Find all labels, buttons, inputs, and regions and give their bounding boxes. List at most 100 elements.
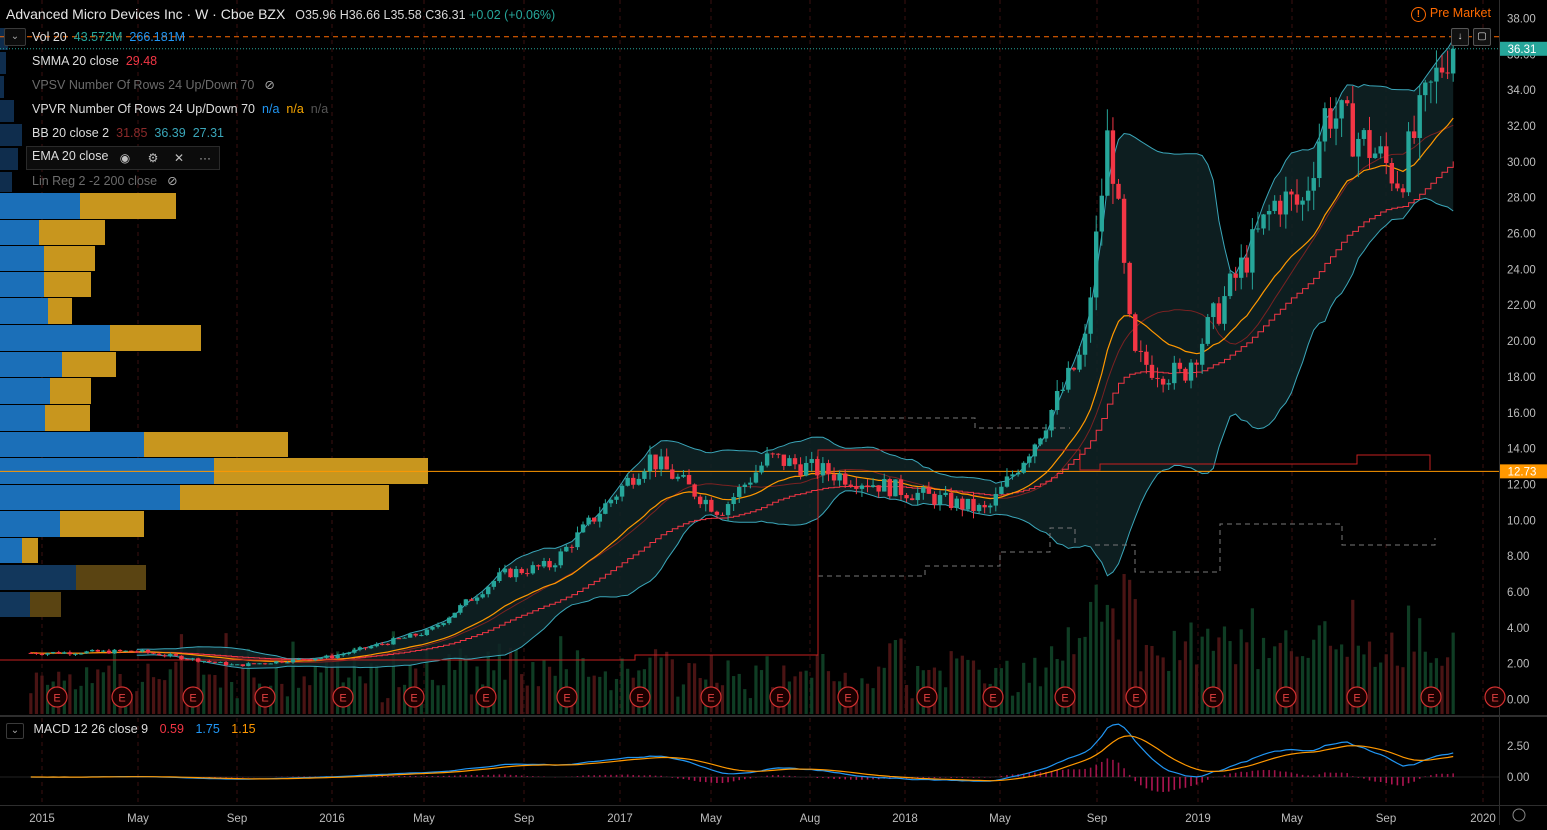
volume-bar bbox=[910, 698, 914, 714]
indicator-name: BB 20 close 2 bbox=[32, 126, 110, 140]
volume-bar bbox=[430, 679, 435, 714]
earnings-marker-icon bbox=[403, 686, 425, 708]
volume-bar bbox=[29, 693, 33, 714]
symbol-header: Advanced Micro Devices Inc · W · Cboe BZ… bbox=[6, 6, 555, 22]
eye-crossed-icon[interactable]: ⊘ bbox=[264, 78, 275, 92]
volume-bar bbox=[720, 685, 725, 714]
eye-crossed-icon[interactable]: ⊘ bbox=[167, 174, 178, 188]
earnings-marker-icon bbox=[332, 686, 354, 708]
candle-body bbox=[536, 565, 541, 567]
more-icon[interactable]: ··· bbox=[199, 151, 211, 165]
volume-bar bbox=[391, 631, 395, 714]
volume-bar bbox=[1049, 646, 1054, 714]
volume-bar bbox=[96, 669, 100, 714]
earnings-marker-label: E bbox=[1491, 693, 1498, 705]
maximize-icon[interactable]: ▢ bbox=[1473, 28, 1491, 46]
candle-body bbox=[307, 659, 312, 661]
indicator-legend-row[interactable]: VPVR Number Of Rows 24 Up/Down 70 n/a n/a n… bbox=[26, 98, 334, 120]
candle-body bbox=[1211, 303, 1216, 318]
candle-body bbox=[173, 654, 179, 656]
candle-body bbox=[84, 651, 89, 654]
eye-icon[interactable]: ◉ bbox=[119, 151, 131, 165]
volume-bar bbox=[380, 702, 384, 714]
candle-body bbox=[34, 652, 39, 654]
volume-bar bbox=[486, 651, 490, 714]
candle-body bbox=[1172, 362, 1177, 384]
gear-icon[interactable]: ⚙ bbox=[147, 151, 159, 165]
earnings-marker-icon bbox=[1484, 686, 1506, 708]
candle-body bbox=[1199, 343, 1205, 365]
candle-body bbox=[95, 649, 100, 652]
candle-body bbox=[1227, 273, 1233, 297]
indicator-legend-row[interactable]: VPSV Number Of Rows 24 Up/Down 70 ⊘ bbox=[26, 74, 281, 96]
volume-bar bbox=[1222, 626, 1227, 714]
volume-profile-down bbox=[44, 272, 91, 297]
candle-body bbox=[1406, 131, 1411, 193]
volume-profile-down bbox=[110, 325, 201, 351]
candle-body bbox=[106, 650, 112, 654]
earnings-marker-label: E bbox=[1427, 693, 1434, 705]
macd-signal-value: 1.15 bbox=[231, 722, 256, 736]
volume-bar bbox=[1367, 641, 1372, 714]
candle-body bbox=[798, 464, 803, 476]
candle-body bbox=[530, 565, 536, 574]
candle-body bbox=[1133, 314, 1138, 351]
candle-body bbox=[1233, 273, 1238, 278]
indicator-value: n/a bbox=[286, 102, 304, 116]
indicator-legend-row[interactable]: SMMA 20 close 29.48 bbox=[26, 50, 163, 72]
volume-profile-down bbox=[144, 432, 288, 457]
ema-label: EMA 20 close bbox=[32, 149, 109, 163]
candle-body bbox=[112, 649, 117, 654]
candle-body bbox=[865, 485, 870, 487]
pre-market-status[interactable]: ! Pre Market bbox=[1410, 6, 1491, 22]
volume-bar bbox=[665, 651, 669, 714]
close-icon[interactable]: ✕ bbox=[173, 151, 185, 165]
ema-legend-selected[interactable]: EMA 20 close ◉ ⚙ ✕ ··· bbox=[26, 146, 220, 170]
volume-bar bbox=[497, 643, 501, 714]
volume-bar bbox=[798, 671, 803, 714]
earnings-marker-icon bbox=[916, 686, 938, 708]
candle-body bbox=[608, 499, 614, 504]
candle-body bbox=[151, 652, 156, 654]
volume-bar bbox=[603, 671, 607, 714]
candle-body bbox=[430, 626, 435, 630]
volume-profile-up bbox=[0, 432, 144, 457]
candle-body bbox=[296, 658, 301, 660]
candle-body bbox=[670, 469, 675, 479]
candle-body bbox=[915, 492, 920, 501]
indicator-legend-row[interactable]: Lin Reg 2 -2 200 close ⊘ bbox=[26, 170, 184, 192]
time-tick-label: Sep bbox=[514, 813, 534, 825]
volume-profile-up bbox=[0, 76, 4, 98]
earnings-marker-icon bbox=[1420, 686, 1442, 708]
candle-body bbox=[603, 503, 608, 514]
indicator-value: 43.572M bbox=[73, 30, 123, 44]
price-tick-label: 20.00 bbox=[1507, 336, 1536, 348]
collapse-legend-button[interactable]: ⌄ bbox=[4, 28, 26, 46]
arrow-down-icon[interactable]: ↓ bbox=[1451, 28, 1469, 46]
indicator-legend-row[interactable]: Vol 20 43.572M 266.181M bbox=[26, 26, 191, 48]
indicator-name: Lin Reg 2 -2 200 close bbox=[32, 174, 158, 188]
line-price-label: 12.73 bbox=[1508, 466, 1537, 478]
volume-bar bbox=[1044, 667, 1048, 714]
indicator-legend-row[interactable]: BB 20 close 2 31.85 36.39 27.31 bbox=[26, 122, 230, 144]
volume-bar bbox=[598, 676, 602, 714]
candle-body bbox=[207, 660, 212, 662]
volume-bar bbox=[1273, 646, 1277, 714]
candle-body bbox=[586, 517, 591, 525]
volume-bar bbox=[1395, 665, 1399, 714]
symbol-title[interactable]: Advanced Micro Devices Inc · W · Cboe BZ… bbox=[6, 6, 286, 22]
volume-bar bbox=[570, 702, 574, 714]
indicator-value: n/a bbox=[262, 102, 280, 116]
earnings-marker-label: E bbox=[989, 693, 996, 705]
candle-body bbox=[1389, 163, 1395, 184]
candle-body bbox=[1066, 367, 1071, 390]
volume-bar bbox=[230, 681, 234, 714]
collapse-macd-button[interactable]: ⌄ bbox=[6, 723, 24, 739]
volume-profile-up bbox=[0, 565, 76, 590]
candle-body bbox=[1015, 472, 1021, 475]
candle-body bbox=[848, 484, 853, 486]
volume-bar bbox=[308, 685, 312, 714]
volume-bar bbox=[1155, 655, 1160, 714]
